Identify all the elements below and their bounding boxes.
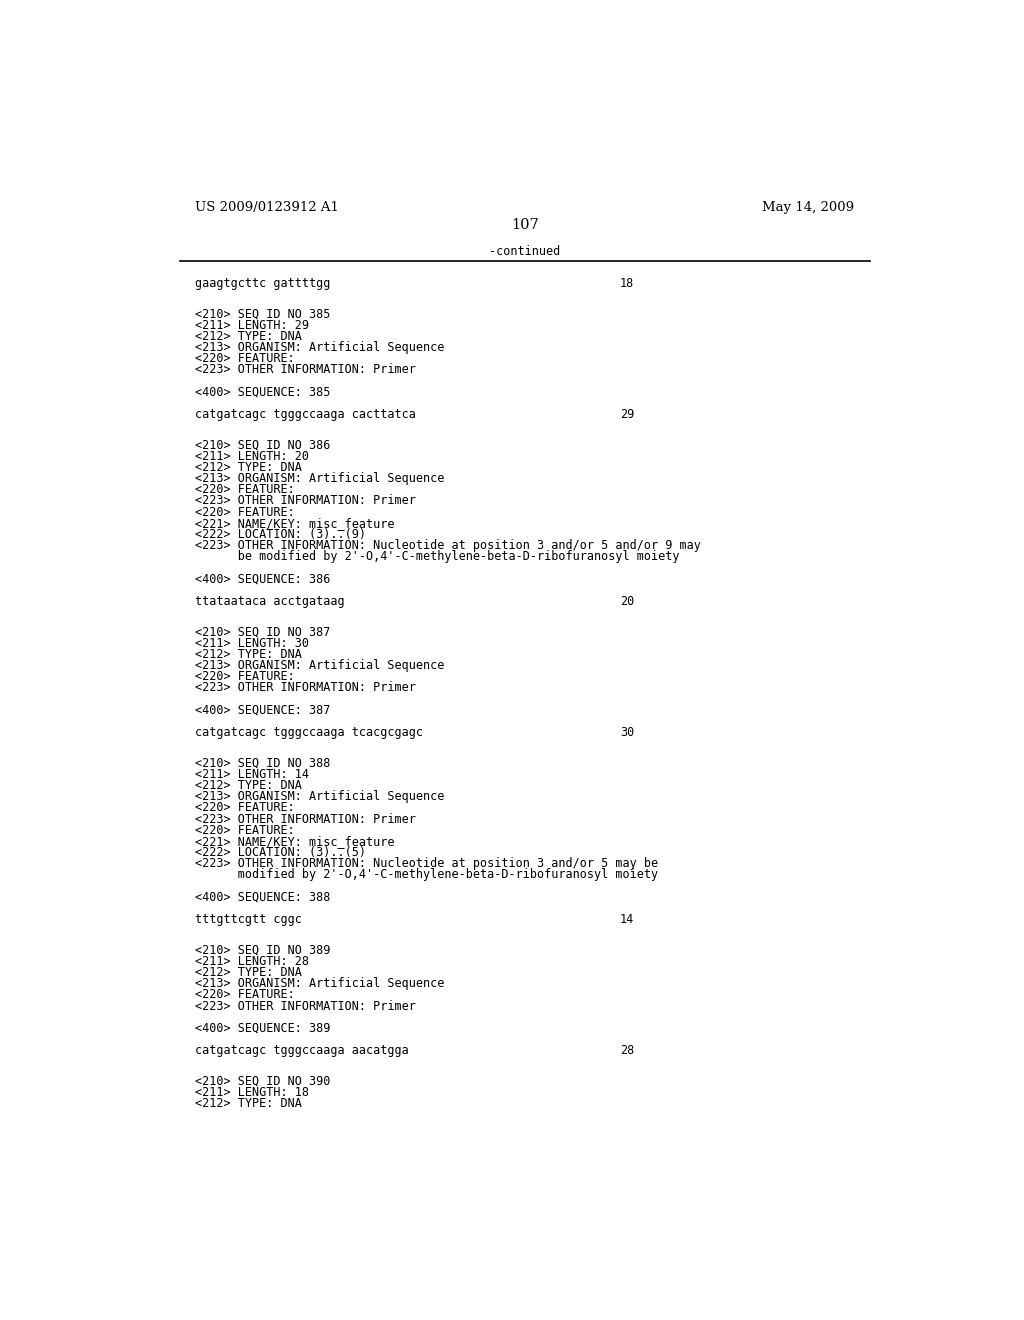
Text: <400> SEQUENCE: 388: <400> SEQUENCE: 388: [196, 891, 331, 904]
Text: <210> SEQ ID NO 385: <210> SEQ ID NO 385: [196, 308, 331, 321]
Text: <400> SEQUENCE: 385: <400> SEQUENCE: 385: [196, 385, 331, 399]
Text: <223> OTHER INFORMATION: Primer: <223> OTHER INFORMATION: Primer: [196, 363, 417, 376]
Text: <211> LENGTH: 28: <211> LENGTH: 28: [196, 954, 309, 968]
Text: 107: 107: [511, 219, 539, 232]
Text: ttataataca acctgataag: ttataataca acctgataag: [196, 595, 345, 609]
Text: 28: 28: [620, 1044, 634, 1057]
Text: US 2009/0123912 A1: US 2009/0123912 A1: [196, 201, 339, 214]
Text: <221> NAME/KEY: misc_feature: <221> NAME/KEY: misc_feature: [196, 836, 395, 847]
Text: tttgttcgtt cggc: tttgttcgtt cggc: [196, 913, 302, 927]
Text: 29: 29: [620, 408, 634, 421]
Text: -continued: -continued: [489, 246, 560, 259]
Text: <220> FEATURE:: <220> FEATURE:: [196, 352, 295, 366]
Text: <223> OTHER INFORMATION: Primer: <223> OTHER INFORMATION: Primer: [196, 681, 417, 694]
Text: catgatcagc tgggccaaga tcacgcgagc: catgatcagc tgggccaaga tcacgcgagc: [196, 726, 424, 739]
Text: <210> SEQ ID NO 387: <210> SEQ ID NO 387: [196, 626, 331, 639]
Text: <223> OTHER INFORMATION: Primer: <223> OTHER INFORMATION: Primer: [196, 999, 417, 1012]
Text: <213> ORGANISM: Artificial Sequence: <213> ORGANISM: Artificial Sequence: [196, 791, 444, 803]
Text: <210> SEQ ID NO 388: <210> SEQ ID NO 388: [196, 756, 331, 770]
Text: <212> TYPE: DNA: <212> TYPE: DNA: [196, 461, 302, 474]
Text: <211> LENGTH: 30: <211> LENGTH: 30: [196, 636, 309, 649]
Text: <400> SEQUENCE: 389: <400> SEQUENCE: 389: [196, 1022, 331, 1035]
Text: <210> SEQ ID NO 389: <210> SEQ ID NO 389: [196, 944, 331, 957]
Text: <210> SEQ ID NO 390: <210> SEQ ID NO 390: [196, 1074, 331, 1088]
Text: <212> TYPE: DNA: <212> TYPE: DNA: [196, 330, 302, 343]
Text: <213> ORGANISM: Artificial Sequence: <213> ORGANISM: Artificial Sequence: [196, 473, 444, 484]
Text: <220> FEATURE:: <220> FEATURE:: [196, 801, 295, 814]
Text: <220> FEATURE:: <220> FEATURE:: [196, 989, 295, 1002]
Text: <400> SEQUENCE: 387: <400> SEQUENCE: 387: [196, 704, 331, 717]
Text: be modified by 2'-O,4'-C-methylene-beta-D-ribofuranosyl moiety: be modified by 2'-O,4'-C-methylene-beta-…: [196, 550, 680, 564]
Text: catgatcagc tgggccaaga aacatgga: catgatcagc tgggccaaga aacatgga: [196, 1044, 410, 1057]
Text: <211> LENGTH: 20: <211> LENGTH: 20: [196, 450, 309, 463]
Text: <220> FEATURE:: <220> FEATURE:: [196, 671, 295, 684]
Text: <220> FEATURE:: <220> FEATURE:: [196, 824, 295, 837]
Text: <212> TYPE: DNA: <212> TYPE: DNA: [196, 648, 302, 661]
Text: <223> OTHER INFORMATION: Nucleotide at position 3 and/or 5 may be: <223> OTHER INFORMATION: Nucleotide at p…: [196, 857, 658, 870]
Text: modified by 2'-O,4'-C-methylene-beta-D-ribofuranosyl moiety: modified by 2'-O,4'-C-methylene-beta-D-r…: [196, 869, 658, 882]
Text: <212> TYPE: DNA: <212> TYPE: DNA: [196, 1097, 302, 1110]
Text: <223> OTHER INFORMATION: Nucleotide at position 3 and/or 5 and/or 9 may: <223> OTHER INFORMATION: Nucleotide at p…: [196, 539, 701, 552]
Text: <211> LENGTH: 29: <211> LENGTH: 29: [196, 318, 309, 331]
Text: May 14, 2009: May 14, 2009: [762, 201, 854, 214]
Text: <213> ORGANISM: Artificial Sequence: <213> ORGANISM: Artificial Sequence: [196, 977, 444, 990]
Text: <223> OTHER INFORMATION: Primer: <223> OTHER INFORMATION: Primer: [196, 813, 417, 825]
Text: <223> OTHER INFORMATION: Primer: <223> OTHER INFORMATION: Primer: [196, 495, 417, 507]
Text: <221> NAME/KEY: misc_feature: <221> NAME/KEY: misc_feature: [196, 517, 395, 529]
Text: 18: 18: [620, 277, 634, 290]
Text: <220> FEATURE:: <220> FEATURE:: [196, 506, 295, 519]
Text: <400> SEQUENCE: 386: <400> SEQUENCE: 386: [196, 573, 331, 586]
Text: 14: 14: [620, 913, 634, 927]
Text: <222> LOCATION: (3)..(5): <222> LOCATION: (3)..(5): [196, 846, 367, 859]
Text: <212> TYPE: DNA: <212> TYPE: DNA: [196, 779, 302, 792]
Text: <210> SEQ ID NO 386: <210> SEQ ID NO 386: [196, 438, 331, 451]
Text: catgatcagc tgggccaaga cacttatca: catgatcagc tgggccaaga cacttatca: [196, 408, 417, 421]
Text: <212> TYPE: DNA: <212> TYPE: DNA: [196, 966, 302, 979]
Text: <220> FEATURE:: <220> FEATURE:: [196, 483, 295, 496]
Text: <222> LOCATION: (3)..(9): <222> LOCATION: (3)..(9): [196, 528, 367, 541]
Text: gaagtgcttc gattttgg: gaagtgcttc gattttgg: [196, 277, 331, 290]
Text: 30: 30: [620, 726, 634, 739]
Text: <213> ORGANISM: Artificial Sequence: <213> ORGANISM: Artificial Sequence: [196, 659, 444, 672]
Text: <211> LENGTH: 18: <211> LENGTH: 18: [196, 1086, 309, 1100]
Text: 20: 20: [620, 595, 634, 609]
Text: <211> LENGTH: 14: <211> LENGTH: 14: [196, 768, 309, 781]
Text: <213> ORGANISM: Artificial Sequence: <213> ORGANISM: Artificial Sequence: [196, 341, 444, 354]
